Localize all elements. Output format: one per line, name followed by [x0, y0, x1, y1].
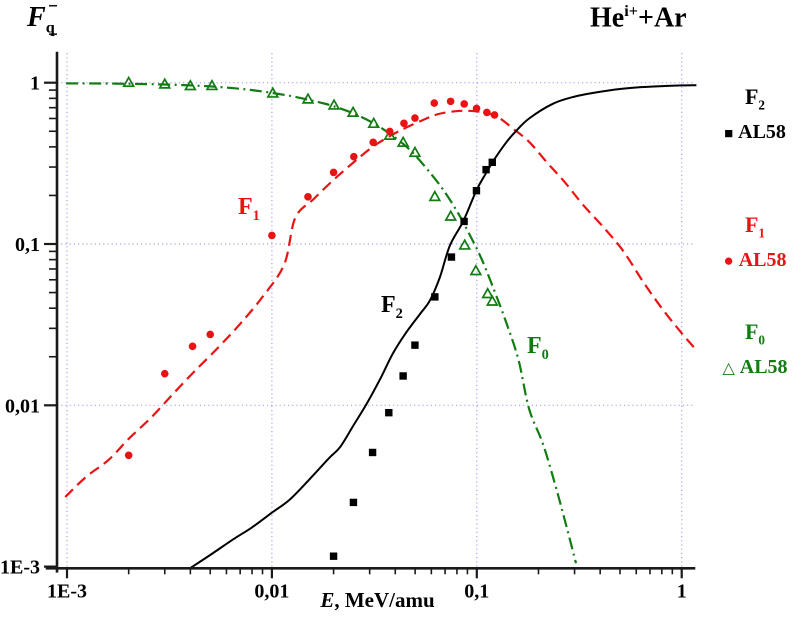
- legend-item-f2: F2 ■ AL58: [703, 84, 800, 146]
- tick-labels: 1E-3 0,01 0,1 1 1 0,1 0,01 1E-3: [0, 73, 687, 603]
- x-tick-label: 1E-3: [47, 580, 87, 602]
- legend-f0-source: AL58: [739, 356, 788, 379]
- data-point: [490, 111, 499, 119]
- x-tick-label: 0,1: [464, 580, 489, 602]
- circle-marker-icon: ●: [723, 251, 734, 271]
- title-superscript: i+: [624, 2, 638, 20]
- y-tick-label: 0,1: [15, 234, 40, 256]
- curve-f2: [189, 84, 697, 569]
- data-point: [431, 293, 439, 301]
- data-point: [268, 231, 276, 240]
- curve-f0: [66, 82, 578, 564]
- curve-f1: [64, 109, 698, 498]
- data-point: [411, 114, 419, 122]
- data-point: [399, 372, 407, 380]
- chart-title: Hei++Ar: [590, 2, 687, 34]
- data-point: [411, 341, 419, 349]
- data-point: [396, 135, 410, 147]
- data-point: [446, 97, 455, 106]
- data-point: [460, 100, 469, 108]
- data-point: [460, 217, 468, 226]
- data-point: [458, 238, 472, 250]
- data-point: [124, 451, 133, 460]
- points-f0: [122, 75, 499, 306]
- data-point: [184, 79, 197, 91]
- curve-label-f1: F1: [238, 194, 260, 224]
- data-point: [160, 369, 169, 378]
- x-axis-title: E, MeV/amu: [320, 588, 435, 612]
- data-point: [349, 498, 358, 507]
- data-point: [367, 116, 381, 129]
- data-point: [349, 152, 358, 161]
- grid-lines: [57, 53, 694, 569]
- data-point: [385, 127, 394, 136]
- triangle-marker-icon: △: [722, 360, 735, 378]
- y-axis-title: Fq: [27, 2, 55, 37]
- points-f1: [124, 97, 499, 460]
- data-point: [122, 75, 136, 88]
- data-point: [472, 104, 481, 113]
- legend-item-f0: F0 △ AL58: [703, 319, 800, 381]
- data-point: [488, 158, 496, 167]
- data-point: [400, 119, 408, 128]
- data-point: [481, 287, 495, 299]
- axes: [45, 51, 696, 573]
- data-point: [483, 108, 491, 117]
- data-point: [385, 408, 393, 417]
- data-point: [430, 99, 439, 107]
- data-point: [205, 78, 219, 91]
- data-point: [469, 264, 483, 276]
- data-point: [304, 193, 312, 201]
- data-point: [188, 342, 197, 351]
- legend-f1-label: F1: [744, 212, 766, 241]
- data-point: [158, 77, 172, 89]
- data-point: [346, 105, 360, 118]
- curve-label-f0: F0: [527, 333, 549, 363]
- curve-label-f2: F2: [381, 292, 403, 322]
- data-point: [447, 253, 456, 261]
- data-point: [327, 98, 341, 110]
- legend-f2-source: AL58: [738, 121, 786, 144]
- legend-f0-label: F0: [744, 319, 766, 348]
- data-point: [301, 92, 315, 104]
- data-point: [383, 128, 397, 140]
- square-marker-icon: ■: [724, 126, 734, 143]
- points-f2: [329, 158, 496, 560]
- data-point: [368, 448, 377, 457]
- x-tick-label: 0,01: [254, 580, 289, 602]
- data-point: [444, 209, 458, 221]
- data-point: [472, 187, 481, 195]
- data-point: [266, 86, 280, 98]
- data-point: [482, 165, 490, 174]
- data-point: [408, 145, 422, 158]
- legend-f1-source: AL58: [738, 249, 787, 272]
- data-point: [206, 330, 215, 339]
- data-point: [485, 294, 499, 306]
- legend-f2-label: F2: [744, 84, 766, 113]
- data-point: [369, 138, 377, 147]
- data-point: [329, 168, 338, 177]
- data-point: [329, 552, 338, 560]
- tick-marks: [44, 4, 683, 579]
- legend-item-f1: F1 ● AL58: [703, 212, 800, 273]
- x-tick-label: 1: [677, 580, 687, 602]
- y-tick-label: 1E-3: [0, 557, 40, 579]
- data-point: [428, 189, 442, 202]
- y-tick-label: 1: [30, 73, 40, 95]
- y-tick-label: 0,01: [5, 395, 40, 417]
